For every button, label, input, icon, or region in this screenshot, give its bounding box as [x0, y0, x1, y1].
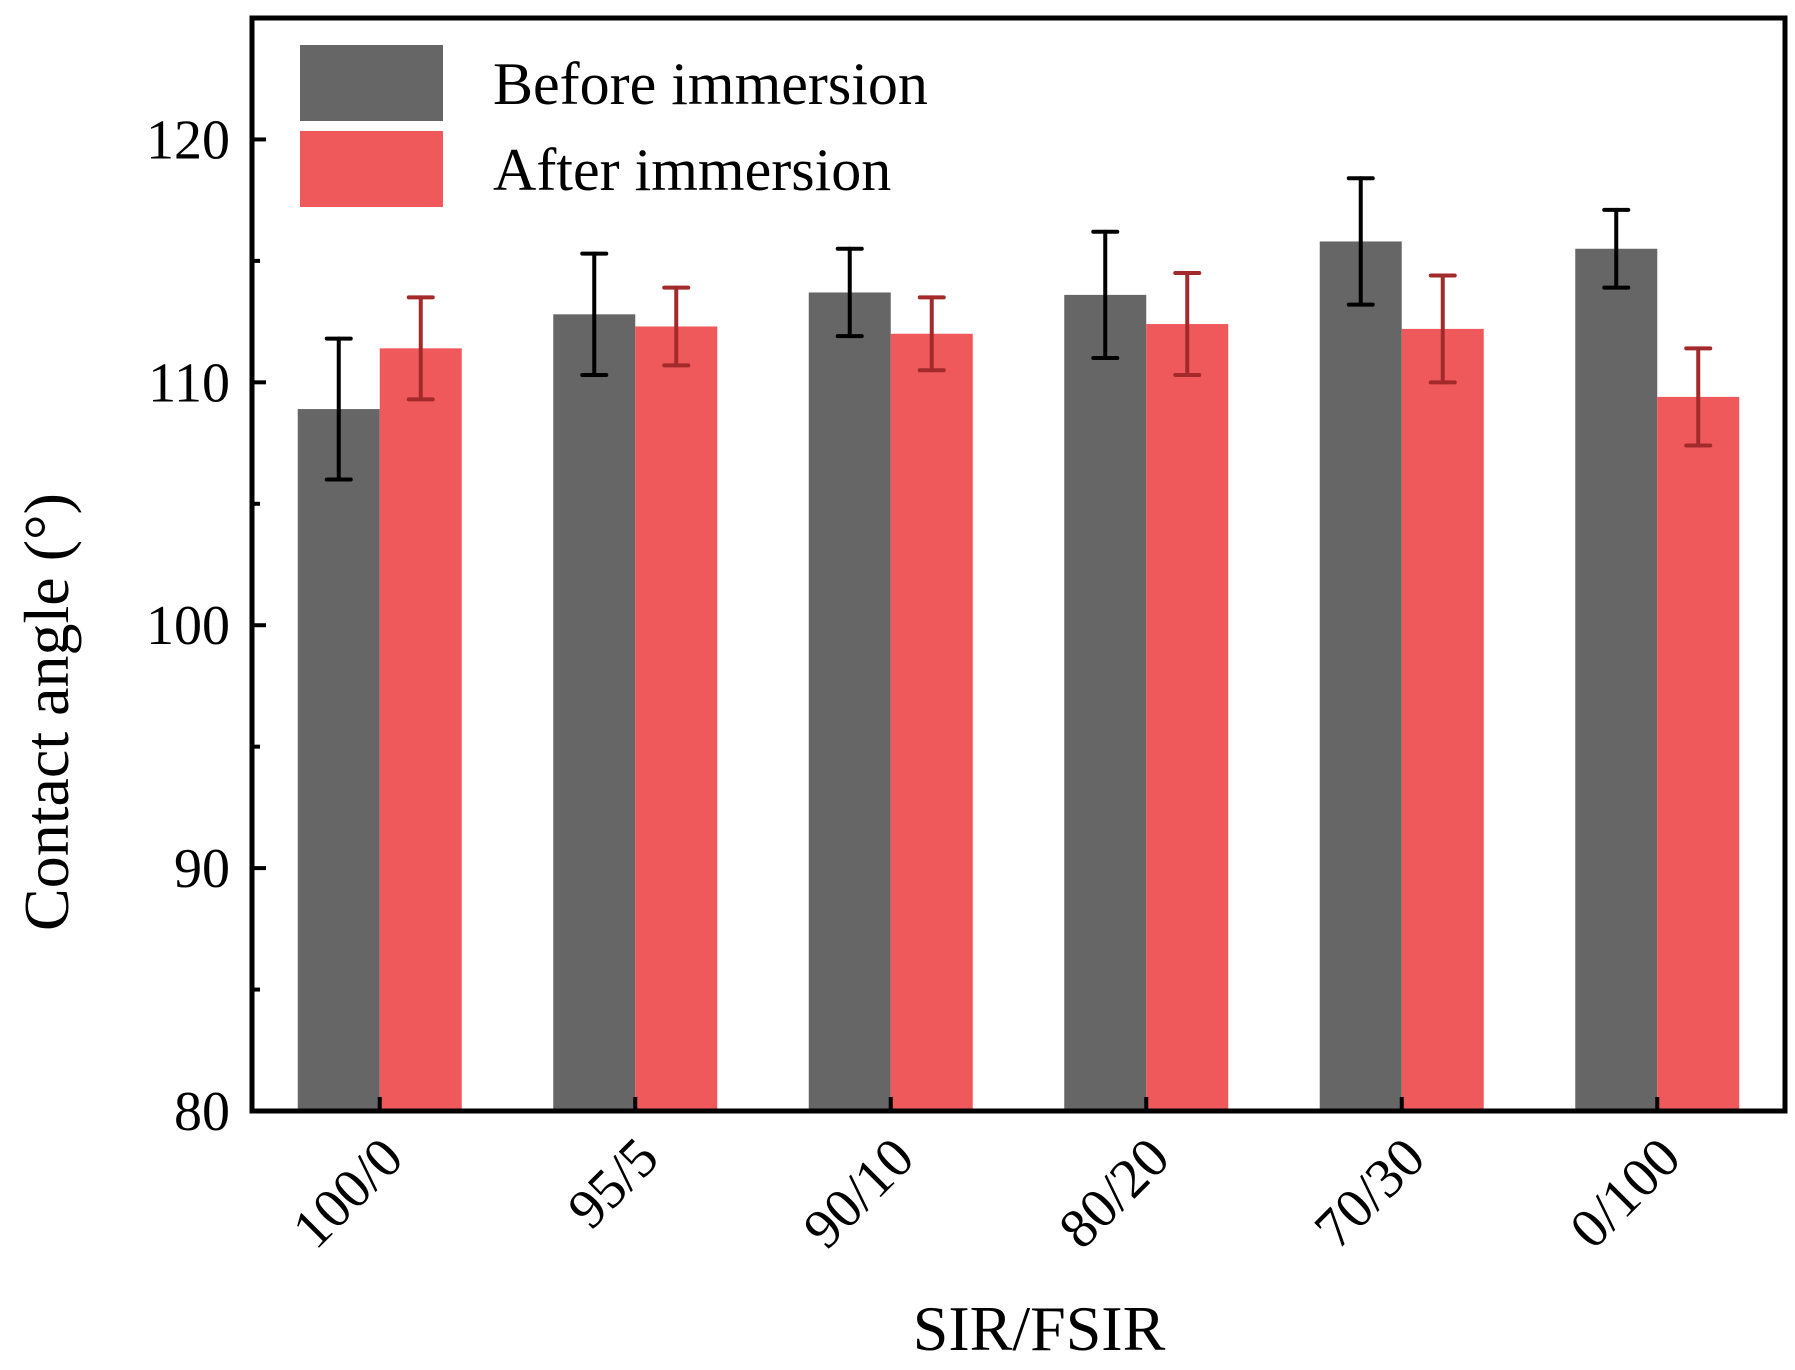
error-bars-layer	[324, 176, 1713, 482]
y-tick-label-120: 120	[146, 109, 230, 171]
bars-layer	[297, 241, 1740, 1112]
bar-before-80-20	[1064, 294, 1147, 1112]
error-bar-after-80-20	[1173, 271, 1202, 378]
bar-before-70-30	[1319, 241, 1402, 1112]
error-bar-before-95-5	[580, 251, 609, 378]
bar-after-0-100	[1657, 396, 1740, 1111]
bar-after-80-20	[1146, 324, 1229, 1111]
error-bar-after-95-5	[662, 285, 691, 368]
error-bar-after-90-10	[917, 295, 946, 373]
bar-before-90-10	[808, 292, 891, 1111]
bar-before-95-5	[553, 314, 636, 1111]
error-bar-after-70-30	[1428, 273, 1457, 385]
legend-swatch-before	[300, 45, 443, 121]
y-tick-label-110: 110	[148, 352, 230, 414]
bar-before-100-0	[297, 409, 380, 1111]
bar-after-100-0	[379, 348, 462, 1112]
legend-label-after: After immersion	[493, 137, 891, 203]
legend-swatch-after	[300, 131, 443, 207]
bar-after-70-30	[1401, 328, 1484, 1111]
legend: Before immersion After immersion	[300, 45, 928, 207]
bar-after-90-10	[890, 333, 973, 1111]
y-tick-label-80: 80	[174, 1081, 230, 1143]
error-bar-before-0-100	[1602, 207, 1631, 290]
error-bar-after-0-100	[1684, 346, 1713, 448]
y-tick-label-100: 100	[146, 595, 230, 657]
error-bar-after-100-0	[406, 295, 435, 402]
x-axis-title: SIR/FSIR	[913, 1293, 1166, 1364]
plot-frame	[249, 15, 1788, 1114]
axes-layer	[249, 15, 1788, 1114]
error-bar-before-70-30	[1346, 176, 1375, 307]
error-bar-before-100-0	[324, 336, 353, 482]
y-axis-title: Contact angle (°)	[11, 493, 82, 931]
y-tick-label-90: 90	[174, 838, 230, 900]
error-bar-before-90-10	[835, 246, 864, 339]
bar-after-95-5	[635, 326, 718, 1112]
bar-before-0-100	[1575, 248, 1658, 1111]
legend-label-before: Before immersion	[493, 51, 928, 117]
error-bar-before-80-20	[1091, 229, 1120, 361]
